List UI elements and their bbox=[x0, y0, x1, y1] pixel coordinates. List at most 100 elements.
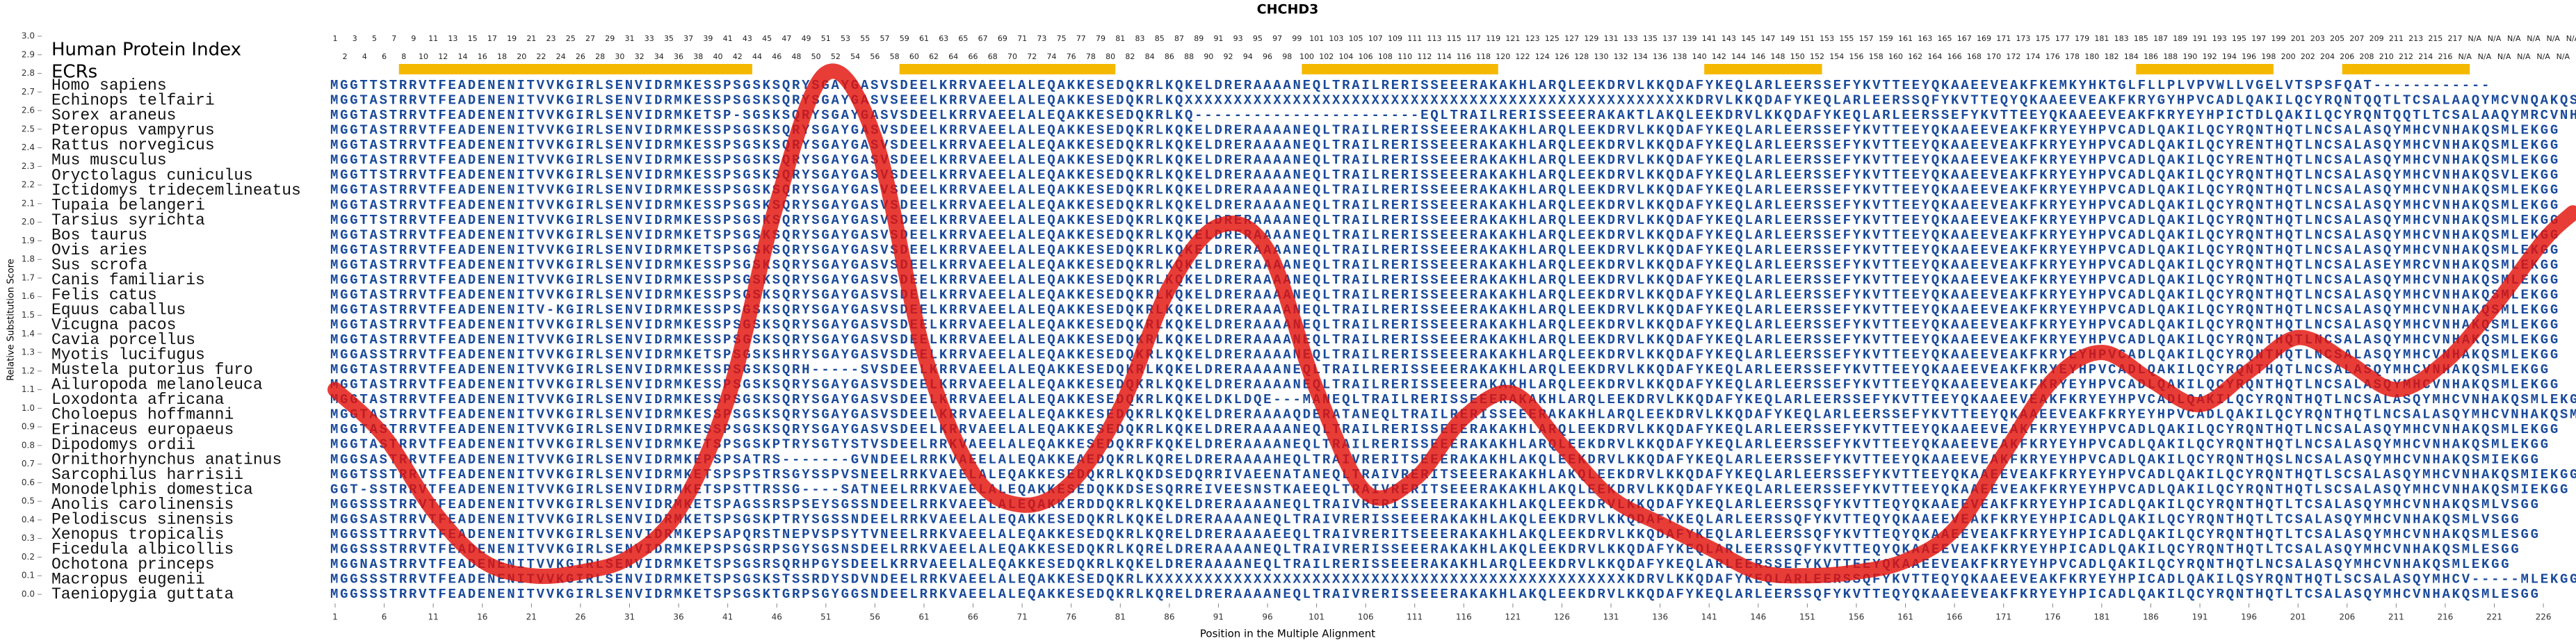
index-label: 196 bbox=[2242, 52, 2256, 61]
index-label: 151 bbox=[1800, 34, 1815, 43]
y-tick-label: 2.3 bbox=[22, 161, 35, 171]
index-label: 83 bbox=[1135, 34, 1145, 43]
index-label: 197 bbox=[2251, 34, 2266, 43]
x-tick-label: 121 bbox=[1505, 612, 1521, 622]
index-label: 212 bbox=[2399, 52, 2413, 61]
index-label: 213 bbox=[2408, 34, 2423, 43]
y-tick-label: 1.6 bbox=[22, 291, 35, 301]
x-tick-label: 31 bbox=[624, 612, 635, 622]
species-name: Mus musculus bbox=[51, 152, 167, 170]
y-tick-label: 0.5 bbox=[22, 496, 35, 506]
sequence: MGGSSTTRRVTFEADENENITVVKGIRLSENVIDRMKEPS… bbox=[330, 527, 2538, 542]
index-label: 81 bbox=[1115, 34, 1125, 43]
sequence: MGGNASTRRVTFEADENENITVVKGIRLSENVIDRMKETS… bbox=[330, 557, 2509, 572]
x-tick-label: 196 bbox=[2241, 612, 2257, 622]
index-label: 193 bbox=[2212, 34, 2227, 43]
index-label: 142 bbox=[1712, 52, 1726, 61]
index-label: 153 bbox=[1820, 34, 1834, 43]
index-label: 117 bbox=[1466, 34, 1481, 43]
index-label: 152 bbox=[1810, 52, 1824, 61]
index-label: 75 bbox=[1057, 34, 1067, 43]
sequence: MGGTASTRRVTFEADENENITVVKGIRLSENVIDRMKESS… bbox=[330, 153, 2558, 168]
index-label: 135 bbox=[1643, 34, 1658, 43]
index-label: 156 bbox=[1849, 52, 1863, 61]
index-label: 120 bbox=[1496, 52, 1510, 61]
index-label: N/A bbox=[2546, 34, 2560, 43]
species-name: Sorex araneus bbox=[51, 106, 176, 124]
x-tick-label: 126 bbox=[1554, 612, 1570, 622]
sequence: MGGTASTRRVTFEADENENITVVKGIRLSENVIDRMKESS… bbox=[330, 197, 2558, 213]
index-label: 65 bbox=[958, 34, 968, 43]
index-label: 179 bbox=[2075, 34, 2089, 43]
species-name: Sus scrofa bbox=[51, 256, 147, 274]
index-label: 183 bbox=[2114, 34, 2129, 43]
index-label: 70 bbox=[1007, 52, 1017, 61]
index-label: 132 bbox=[1614, 52, 1628, 61]
index-label: 32 bbox=[635, 52, 645, 61]
index-label: 84 bbox=[1145, 52, 1155, 61]
y-tick-label: 1.5 bbox=[22, 310, 35, 320]
species-name: Ailuropoda melanoleuca bbox=[51, 376, 263, 394]
x-tick-label: 6 bbox=[382, 612, 387, 622]
y-tick-label: 2.5 bbox=[22, 124, 35, 133]
index-label: 11 bbox=[428, 34, 438, 43]
index-label: 12 bbox=[438, 52, 448, 61]
index-label: 37 bbox=[683, 34, 693, 43]
index-label: 39 bbox=[703, 34, 713, 43]
index-label: 89 bbox=[1194, 34, 1204, 43]
index-label: 208 bbox=[2360, 52, 2374, 61]
sequence: MGGTASTRRVTFEADENENITVVKGIRLSENVIDRMKESS… bbox=[330, 317, 2558, 332]
index-label: 128 bbox=[1574, 52, 1589, 61]
x-tick-label: 46 bbox=[772, 612, 782, 622]
index-label: 78 bbox=[1086, 52, 1096, 61]
sequence: MGGSSSTRRVTFEADENENITVVKGIRLSENVIDRMKEPS… bbox=[330, 542, 2519, 557]
x-tick-label: 36 bbox=[673, 612, 683, 622]
y-tick-label: 0.8 bbox=[22, 440, 35, 450]
species-name: Equus caballus bbox=[51, 301, 186, 319]
index-label: 43 bbox=[743, 34, 752, 43]
species-name: Monodelphis domestica bbox=[51, 480, 253, 498]
index-label: 119 bbox=[1486, 34, 1500, 43]
species-name: Felis catus bbox=[51, 286, 157, 304]
species-name: Erinaceus europaeus bbox=[51, 421, 234, 439]
species-name: Anolis carolinensis bbox=[51, 496, 234, 514]
y-tick-label: 1.8 bbox=[22, 254, 35, 264]
index-label: 211 bbox=[2389, 34, 2404, 43]
index-label: 187 bbox=[2153, 34, 2168, 43]
species-name: Mustela putorius furo bbox=[51, 361, 253, 379]
index-label: 166 bbox=[1947, 52, 1962, 61]
index-label: 122 bbox=[1516, 52, 1530, 61]
y-tick-label: 1.0 bbox=[22, 403, 35, 413]
index-label: 91 bbox=[1213, 34, 1223, 43]
index-label: 165 bbox=[1938, 34, 1952, 43]
index-label: 123 bbox=[1525, 34, 1540, 43]
x-tick-label: 26 bbox=[575, 612, 585, 622]
index-label: 204 bbox=[2320, 52, 2335, 61]
y-tick-label: 2.2 bbox=[22, 180, 35, 190]
species-name: Bos taurus bbox=[51, 226, 147, 244]
ecr-bar bbox=[2342, 64, 2470, 74]
index-label: 160 bbox=[1888, 52, 1903, 61]
index-label: 141 bbox=[1702, 34, 1717, 43]
x-tick-label: 51 bbox=[820, 612, 831, 622]
index-label: 55 bbox=[860, 34, 870, 43]
index-label: 140 bbox=[1692, 52, 1707, 61]
index-label: 134 bbox=[1633, 52, 1648, 61]
index-label: 101 bbox=[1309, 34, 1324, 43]
species-name: Myotis lucifugus bbox=[51, 346, 205, 364]
index-label: 158 bbox=[1869, 52, 1884, 61]
sequence: MGGTSSTRRVTFEADENENITVVKGIRLSENVIDRMKETS… bbox=[330, 467, 2576, 482]
index-label: 124 bbox=[1535, 52, 1550, 61]
index-label: 194 bbox=[2222, 52, 2237, 61]
x-tick-label: 61 bbox=[918, 612, 929, 622]
index-label: 47 bbox=[781, 34, 791, 43]
index-label: 180 bbox=[2084, 52, 2099, 61]
index-label: 3 bbox=[353, 34, 357, 43]
sequence: MGGTTSTRRVTFEADENENITVVKGIRLSENVIDRMKESS… bbox=[330, 78, 2490, 93]
index-label: 118 bbox=[1476, 52, 1491, 61]
index-label: 53 bbox=[841, 34, 850, 43]
index-label: 85 bbox=[1155, 34, 1165, 43]
index-label: 51 bbox=[821, 34, 831, 43]
x-tick-label: 141 bbox=[1701, 612, 1717, 622]
species-name: Ictidomys tridecemlineatus bbox=[51, 181, 301, 200]
